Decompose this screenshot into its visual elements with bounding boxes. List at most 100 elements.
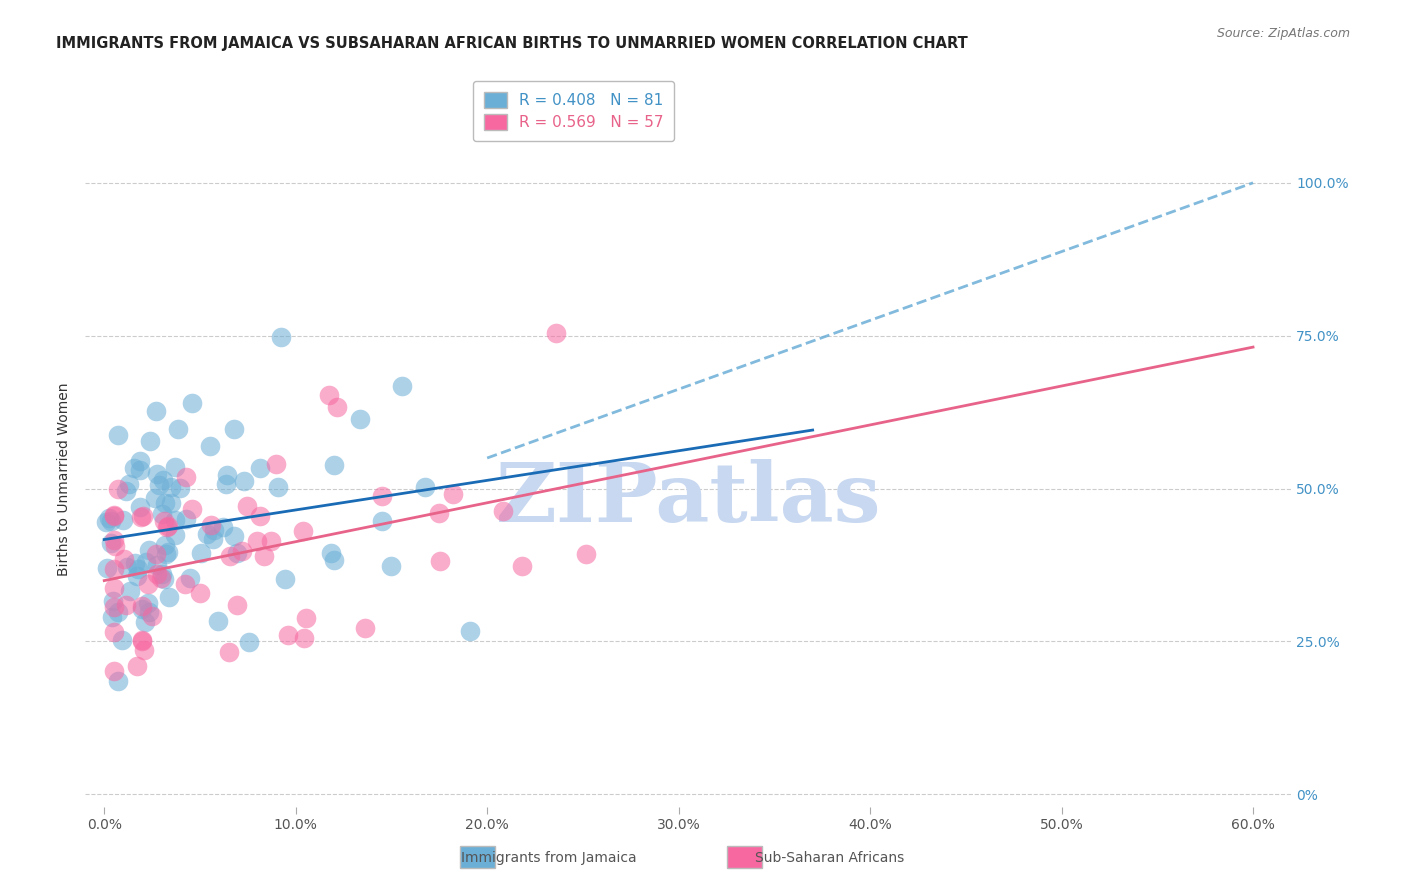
Point bbox=[195, 526, 218, 541]
Point bbox=[226, 545, 249, 559]
Point bbox=[492, 504, 515, 518]
Point bbox=[207, 614, 229, 628]
Point bbox=[125, 569, 148, 583]
Point bbox=[249, 508, 271, 523]
Point bbox=[202, 523, 225, 537]
Point bbox=[294, 632, 316, 646]
Point bbox=[124, 556, 146, 570]
Point bbox=[270, 330, 292, 344]
Legend: R = 0.408   N = 81, R = 0.569   N = 57: R = 0.408 N = 81, R = 0.569 N = 57 bbox=[472, 81, 673, 141]
Point bbox=[110, 632, 132, 647]
Point bbox=[165, 460, 187, 475]
Point bbox=[233, 474, 256, 488]
Point bbox=[107, 605, 129, 619]
Y-axis label: Births to Unmarried Women: Births to Unmarried Women bbox=[58, 383, 72, 576]
Point bbox=[101, 610, 124, 624]
Point bbox=[145, 403, 167, 417]
Point bbox=[167, 422, 190, 436]
Point bbox=[267, 480, 290, 494]
Point bbox=[510, 559, 533, 574]
Text: Source: ZipAtlas.com: Source: ZipAtlas.com bbox=[1216, 27, 1350, 40]
Point bbox=[319, 546, 342, 560]
Bar bbox=[460, 846, 495, 868]
Point bbox=[371, 514, 394, 528]
Text: Immigrants from Jamaica: Immigrants from Jamaica bbox=[461, 851, 636, 865]
Point bbox=[155, 547, 177, 561]
Point bbox=[103, 664, 125, 678]
Point bbox=[150, 571, 173, 585]
Point bbox=[202, 532, 225, 546]
Point bbox=[165, 513, 187, 527]
Point bbox=[222, 529, 245, 543]
Point bbox=[112, 552, 135, 566]
Point bbox=[103, 593, 125, 607]
Point bbox=[318, 388, 340, 402]
Point bbox=[107, 428, 129, 442]
Bar bbox=[727, 846, 762, 868]
Point bbox=[135, 555, 157, 569]
Point bbox=[188, 585, 211, 599]
Point bbox=[277, 628, 299, 642]
Point bbox=[103, 509, 125, 524]
Point bbox=[112, 513, 135, 527]
Point bbox=[104, 539, 127, 553]
Point bbox=[150, 507, 173, 521]
Point bbox=[427, 506, 450, 520]
Point bbox=[391, 378, 413, 392]
Point bbox=[122, 461, 145, 475]
Point bbox=[103, 533, 125, 548]
Point bbox=[159, 480, 181, 494]
Point bbox=[155, 538, 177, 552]
Point bbox=[252, 549, 274, 564]
Point bbox=[198, 439, 221, 453]
Point bbox=[176, 470, 198, 484]
Point bbox=[132, 509, 155, 524]
Point bbox=[118, 477, 141, 491]
Point bbox=[231, 543, 253, 558]
Point bbox=[546, 326, 568, 340]
Point bbox=[181, 396, 204, 410]
Point bbox=[145, 547, 167, 561]
Point bbox=[103, 562, 125, 576]
Point bbox=[107, 674, 129, 689]
Point bbox=[115, 598, 138, 612]
Point bbox=[131, 634, 153, 648]
Point bbox=[274, 572, 297, 586]
Point bbox=[291, 524, 314, 538]
Point bbox=[180, 501, 202, 516]
Point bbox=[174, 512, 197, 526]
Point bbox=[322, 553, 344, 567]
Point bbox=[152, 514, 174, 528]
Point bbox=[100, 514, 122, 528]
Point bbox=[146, 566, 169, 581]
Point bbox=[103, 581, 125, 595]
Point bbox=[127, 659, 149, 673]
Point bbox=[132, 643, 155, 657]
Point bbox=[169, 481, 191, 495]
Point bbox=[219, 549, 242, 563]
Point bbox=[139, 434, 162, 448]
Point bbox=[575, 547, 598, 561]
Point bbox=[200, 518, 222, 533]
Point bbox=[127, 562, 149, 576]
Point bbox=[157, 519, 180, 533]
Point bbox=[94, 516, 117, 530]
Point bbox=[238, 635, 260, 649]
Point bbox=[146, 558, 169, 572]
Point bbox=[246, 534, 269, 549]
Point bbox=[138, 543, 160, 558]
Point bbox=[143, 491, 166, 505]
Point bbox=[264, 457, 287, 471]
Point bbox=[129, 500, 152, 515]
Point bbox=[222, 422, 245, 436]
Point bbox=[152, 573, 174, 587]
Point bbox=[458, 624, 481, 638]
Point bbox=[323, 458, 346, 472]
Point bbox=[441, 487, 464, 501]
Point bbox=[115, 559, 138, 574]
Point bbox=[136, 596, 159, 610]
Point bbox=[413, 480, 436, 494]
Point bbox=[131, 602, 153, 616]
Point bbox=[236, 499, 259, 513]
Point bbox=[115, 483, 138, 498]
